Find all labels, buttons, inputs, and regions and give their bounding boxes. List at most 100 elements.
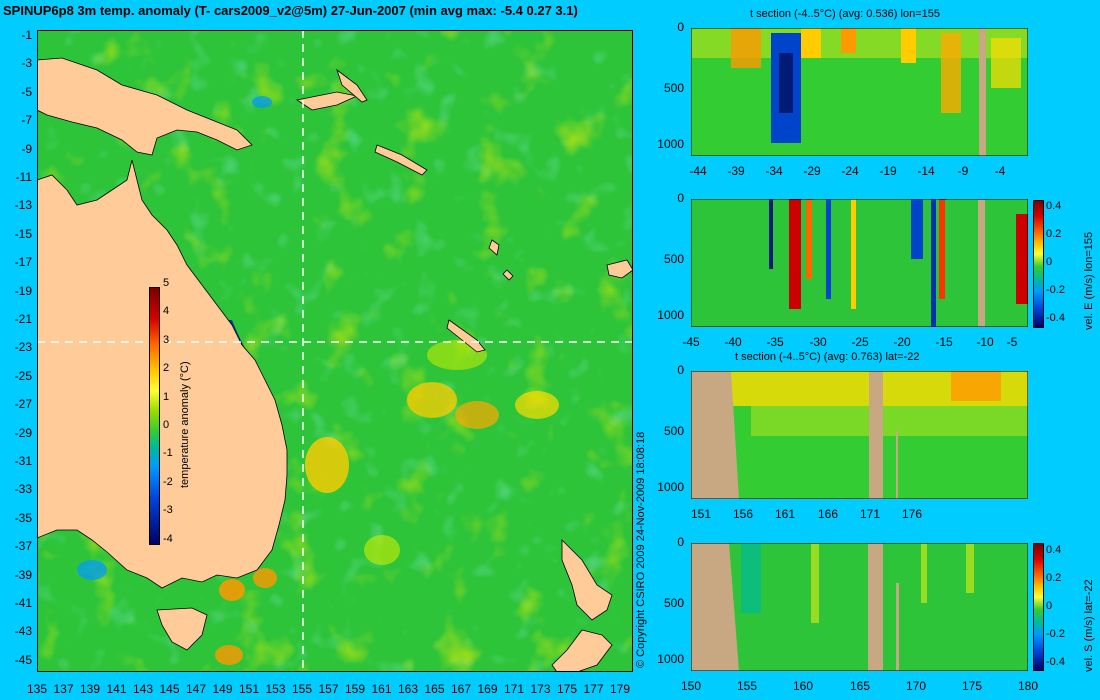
lat-tick-label: -41 <box>14 596 32 610</box>
colorbar-tick-label: 0 <box>1046 600 1053 612</box>
x-tick-label: 156 <box>732 507 754 521</box>
colorbar-tick-label: -0.2 <box>1046 628 1065 640</box>
lon-tick-label: 163 <box>397 682 419 696</box>
panel2-velocity-plot[interactable] <box>691 199 1028 327</box>
temperature-anomaly-map[interactable] <box>37 30 633 672</box>
x-tick-label: -15 <box>935 335 953 349</box>
colorbar-tick-label: 3 <box>163 333 170 346</box>
colorbar-tick-label: 0.2 <box>1046 572 1062 584</box>
x-tick-label: -29 <box>803 164 821 178</box>
new-caledonia <box>446 319 486 353</box>
lat-tick-label: -33 <box>14 482 32 497</box>
lon-tick-label: 151 <box>238 682 260 696</box>
y-tick-label: 0 <box>677 535 684 549</box>
colorbar-tick-label: 0.4 <box>1046 544 1062 556</box>
y-tick-label: 500 <box>663 424 684 438</box>
colorbar-tick-label: 0.2 <box>1046 228 1062 240</box>
new-ireland <box>336 68 368 103</box>
map-frame <box>37 30 633 672</box>
x-tick-label: 166 <box>817 507 839 521</box>
lon-tick-label: 141 <box>106 682 127 696</box>
map-colorbar <box>149 287 160 545</box>
x-tick-label: 176 <box>901 507 923 521</box>
colorbar-tick-label: 4 <box>163 305 170 318</box>
colorbar-tick-label: -0.4 <box>1046 312 1065 324</box>
land-masses <box>37 57 633 672</box>
y-tick-label: 1000 <box>657 480 684 494</box>
panel3-section-plot[interactable] <box>691 371 1028 499</box>
lon-tick-label: 161 <box>371 682 392 696</box>
lat-tick-label: -1 <box>21 28 32 42</box>
new-britain <box>295 91 359 111</box>
lon-tick-label: 173 <box>530 682 551 696</box>
lat-tick-label: -37 <box>14 539 32 554</box>
colorbar-tick-label: -4 <box>163 532 173 545</box>
new-zealand-south <box>551 629 613 672</box>
colorbar-tick-label: 0 <box>163 419 170 431</box>
y-tick-label: 0 <box>677 191 684 205</box>
x-tick-label: -45 <box>682 335 700 349</box>
x-tick-label: 170 <box>905 679 927 693</box>
lat-tick-label: -19 <box>14 283 32 298</box>
colorbar-tick-label: 2 <box>163 362 170 375</box>
y-tick-label: 500 <box>663 81 684 95</box>
warm-eddies <box>215 340 559 665</box>
colorbar-tick-label: -2 <box>163 475 173 488</box>
lon-tick-label: 171 <box>503 682 525 696</box>
colorbar-tick-label: 5 <box>163 277 170 289</box>
lat-tick-label: -43 <box>14 624 32 639</box>
copyright-text: © Copyright CSIRO 2009 24-Nov-2009 18:08… <box>635 431 647 668</box>
new-zealand-north <box>561 539 613 621</box>
colorbar-tick-label: 0 <box>1046 256 1053 268</box>
x-tick-label: -19 <box>879 164 897 178</box>
x-tick-label: -4 <box>994 164 1006 178</box>
x-tick-label: 151 <box>690 507 712 521</box>
lon-tick-label: 167 <box>450 682 472 696</box>
panel4-colorbar-label: vel. S (m/s) lat=-22 <box>1083 579 1095 672</box>
panel4-colorbar <box>1033 543 1044 671</box>
vanuatu-2 <box>502 269 514 281</box>
panel2-colorbar <box>1033 200 1044 328</box>
y-tick-label: 1000 <box>657 137 684 151</box>
lon-tick-label: 179 <box>609 682 631 696</box>
lat-tick-label: -35 <box>14 510 32 525</box>
lon-tick-label: 145 <box>159 682 180 696</box>
lon-tick-label: 149 <box>212 682 233 696</box>
x-tick-label: -10 <box>976 335 994 349</box>
lat-tick-label: -27 <box>14 397 32 412</box>
colorbar-tick-label: 1 <box>163 390 170 403</box>
lat-tick-label: -29 <box>14 425 32 440</box>
x-tick-label: -30 <box>809 335 827 349</box>
lon-tick-label: 159 <box>344 682 366 696</box>
lat-tick-label: -31 <box>14 454 32 468</box>
panel3-title: t section (-4..5°C) (avg: 0.763) lat=-22 <box>735 351 920 363</box>
y-tick-label: 500 <box>663 252 684 266</box>
map-colorbar-label: temperature anomaly (°C) <box>179 361 191 488</box>
lat-tick-label: -21 <box>14 312 32 326</box>
x-tick-label: -34 <box>765 164 783 178</box>
y-tick-label: 0 <box>677 20 684 34</box>
y-tick-label: 1000 <box>657 652 684 666</box>
lat-tick-label: -7 <box>21 113 32 128</box>
x-tick-label: -24 <box>841 164 859 178</box>
colorbar-tick-label: -1 <box>163 447 173 460</box>
fiji <box>606 259 633 279</box>
lat-tick-label: -11 <box>15 170 32 184</box>
x-tick-label: 161 <box>774 507 796 521</box>
lat-tick-label: -17 <box>14 255 32 270</box>
lat-tick-label: -5 <box>21 84 32 99</box>
x-tick-label: 175 <box>961 679 983 693</box>
vanuatu <box>488 239 500 256</box>
solomons <box>374 144 428 176</box>
lat-tick-label: -9 <box>21 141 32 156</box>
lon-tick-label: 169 <box>477 682 498 696</box>
colorbar-tick-label: 0.4 <box>1046 200 1062 212</box>
new-guinea <box>37 57 253 156</box>
panel4-velocity-plot[interactable] <box>691 543 1028 671</box>
lon-tick-label: 175 <box>556 682 578 696</box>
x-tick-label: 155 <box>736 679 758 693</box>
panel1-section-plot[interactable] <box>691 28 1028 156</box>
tasmania <box>156 607 208 651</box>
lat-tick-label: -3 <box>21 56 32 71</box>
panel1-title: t section (-4..5°C) (avg: 0.536) lon=155 <box>750 8 940 20</box>
